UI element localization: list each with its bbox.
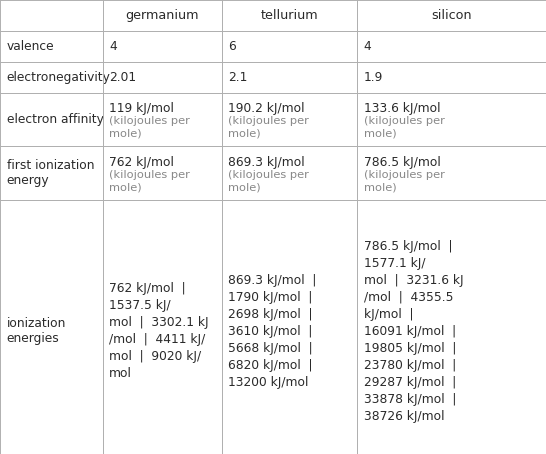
Text: (kilojoules per
mole): (kilojoules per mole) [364, 170, 444, 192]
Text: ionization
energies: ionization energies [7, 317, 66, 345]
Text: 786.5 kJ/mol: 786.5 kJ/mol [364, 156, 441, 169]
Text: 4: 4 [364, 40, 371, 53]
Text: silicon: silicon [431, 9, 472, 22]
Text: 6: 6 [228, 40, 236, 53]
Text: 1.9: 1.9 [364, 71, 383, 84]
Text: 762 kJ/mol: 762 kJ/mol [109, 156, 174, 169]
Text: 869.3 kJ/mol: 869.3 kJ/mol [228, 156, 305, 169]
Text: (kilojoules per
mole): (kilojoules per mole) [109, 116, 190, 138]
Text: (kilojoules per
mole): (kilojoules per mole) [364, 116, 444, 138]
Text: 119 kJ/mol: 119 kJ/mol [109, 102, 174, 115]
Text: electron affinity: electron affinity [7, 113, 103, 126]
Text: tellurium: tellurium [260, 9, 318, 22]
Text: 133.6 kJ/mol: 133.6 kJ/mol [364, 102, 440, 115]
Text: (kilojoules per
mole): (kilojoules per mole) [109, 170, 190, 192]
Text: 869.3 kJ/mol  |
1790 kJ/mol  |
2698 kJ/mol  |
3610 kJ/mol  |
5668 kJ/mol  |
6820: 869.3 kJ/mol | 1790 kJ/mol | 2698 kJ/mol… [228, 274, 317, 389]
Text: (kilojoules per
mole): (kilojoules per mole) [228, 116, 309, 138]
Text: 4: 4 [109, 40, 117, 53]
Text: germanium: germanium [126, 9, 199, 22]
Text: (kilojoules per
mole): (kilojoules per mole) [228, 170, 309, 192]
Text: electronegativity: electronegativity [7, 71, 110, 84]
Text: 786.5 kJ/mol  |
1577.1 kJ/
mol  |  3231.6 kJ
/mol  |  4355.5
kJ/mol  |
16091 kJ/: 786.5 kJ/mol | 1577.1 kJ/ mol | 3231.6 k… [364, 240, 463, 423]
Text: 190.2 kJ/mol: 190.2 kJ/mol [228, 102, 305, 115]
Text: 2.1: 2.1 [228, 71, 247, 84]
Text: 2.01: 2.01 [109, 71, 136, 84]
Text: valence: valence [7, 40, 54, 53]
Text: 762 kJ/mol  |
1537.5 kJ/
mol  |  3302.1 kJ
/mol  |  4411 kJ/
mol  |  9020 kJ/
mo: 762 kJ/mol | 1537.5 kJ/ mol | 3302.1 kJ … [109, 282, 209, 380]
Text: first ionization
energy: first ionization energy [7, 159, 94, 187]
